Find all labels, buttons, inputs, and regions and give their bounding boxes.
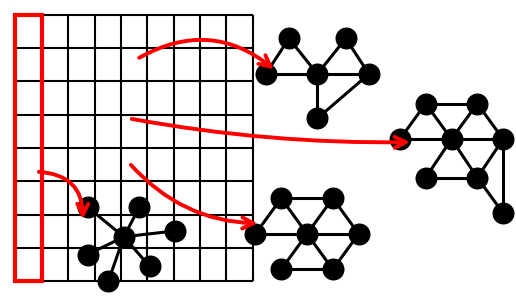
FancyArrowPatch shape xyxy=(132,119,406,148)
Point xyxy=(84,205,92,210)
Bar xyxy=(15,15,42,281)
Point xyxy=(422,101,430,106)
Point xyxy=(499,211,507,215)
Point xyxy=(447,137,456,141)
Point xyxy=(354,231,363,236)
Point xyxy=(365,72,373,76)
Point xyxy=(422,175,430,180)
Point xyxy=(499,137,507,141)
FancyArrowPatch shape xyxy=(131,165,253,229)
Point xyxy=(171,229,180,233)
Point xyxy=(473,101,481,106)
Point xyxy=(146,264,154,269)
Point xyxy=(251,231,260,236)
FancyArrowPatch shape xyxy=(39,172,88,215)
Point xyxy=(104,279,112,284)
Point xyxy=(277,196,285,201)
Point xyxy=(342,36,350,41)
Point xyxy=(303,231,311,236)
Point xyxy=(120,234,128,239)
Point xyxy=(329,267,337,272)
Point xyxy=(285,36,293,41)
Point xyxy=(396,137,404,141)
Point xyxy=(329,196,337,201)
Point xyxy=(473,175,481,180)
Point xyxy=(262,72,270,76)
Point xyxy=(84,252,92,257)
FancyArrowPatch shape xyxy=(139,40,270,67)
Point xyxy=(277,267,285,272)
Point xyxy=(313,72,321,76)
Point xyxy=(135,205,143,210)
Point xyxy=(313,116,321,121)
